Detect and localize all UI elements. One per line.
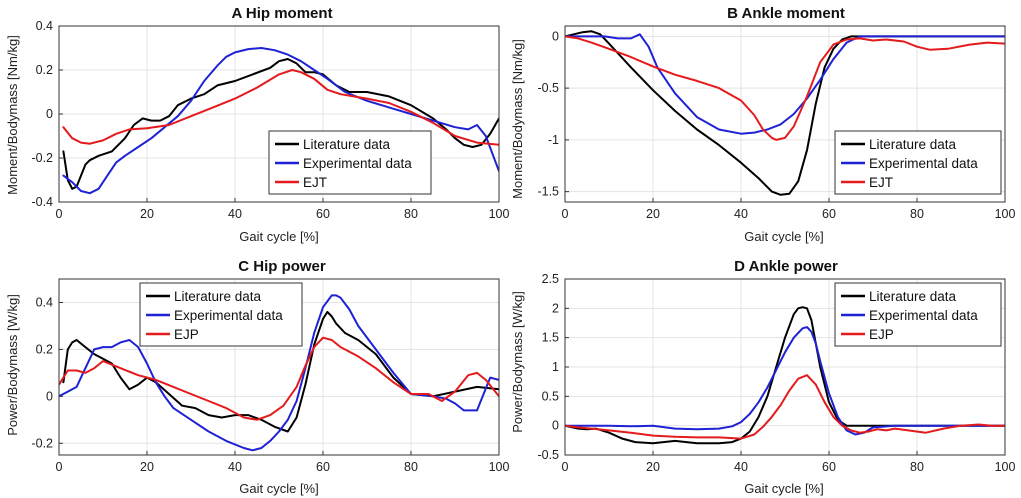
p3-xtick-label-0: 0	[562, 460, 569, 474]
p0-legend-label-0: Literature data	[303, 137, 391, 152]
panel-title-c-text: Hip power	[253, 258, 326, 275]
p2-legend-label-1: Experimental data	[174, 308, 283, 323]
p3-xtick-label-3: 60	[822, 460, 836, 474]
p2-ytick-label-0: -0.2	[31, 436, 53, 450]
p1-xtick-label-2: 40	[734, 207, 748, 221]
p3-ytick-label-5: 2	[552, 301, 559, 315]
p0-legend-label-1: Experimental data	[303, 156, 412, 171]
p1-series-experimental-data	[565, 33, 1005, 135]
p2-legend-label-0: Literature data	[174, 289, 262, 304]
p1-ytick-label-2: -0.5	[537, 81, 559, 95]
p2-ytick-label-3: 0.4	[36, 295, 53, 309]
p0-series-ejt	[62, 69, 499, 146]
panel-hip-power: C Hip power Power/Bodymass [W/kg] Gait c…	[5, 258, 509, 496]
p3-series-literature-data	[565, 306, 1005, 445]
p2-axes-frame	[58, 278, 500, 456]
p1-legend-label-1: Experimental data	[869, 156, 978, 171]
p0-xtick-label-5: 100	[489, 207, 510, 221]
p2-legend: Literature data Experimental data EJP	[139, 282, 303, 347]
p1-ytick-label-0: -1.5	[537, 185, 559, 199]
p3-xtick-label-5: 100	[995, 460, 1016, 474]
xlabel-a: Gait cycle [%]	[239, 229, 318, 244]
panel-ankle-power: D Ankle power Power/Bodymass [W/kg] Gait…	[510, 258, 1015, 496]
p0-xtick-label-1: 20	[140, 207, 154, 221]
p3-xtick-label-1: 20	[646, 460, 660, 474]
p0-xtick-label-4: 80	[404, 207, 418, 221]
p2-series-ejp	[59, 336, 499, 421]
panel-title-d-text: Ankle power	[749, 258, 838, 275]
panel-title-a: A Hip moment	[231, 5, 332, 22]
p1-xtick-label-0: 0	[562, 207, 569, 221]
p2-xtick-label-3: 60	[316, 460, 330, 474]
p3-legend-label-2: EJP	[869, 327, 894, 342]
p1-xtick-label-3: 60	[822, 207, 836, 221]
panel-title-a-text: Hip moment	[246, 5, 333, 22]
p1-xtick-label-5: 100	[995, 207, 1016, 221]
panel-ankle-moment: B Ankle moment Moment/Bodymass [Nm/kg] G…	[510, 5, 1015, 244]
p0-xtick-label-2: 40	[228, 207, 242, 221]
p1-axes-frame	[564, 25, 1006, 203]
p2-xtick-label-2: 40	[228, 460, 242, 474]
p3-ytick-label-0: -0.5	[537, 448, 559, 462]
p0-legend: Literature data Experimental data EJT	[268, 130, 432, 195]
panel-title-b-text: Ankle moment	[742, 5, 845, 22]
p2-xtick-label-0: 0	[56, 460, 63, 474]
p1-ytick-label-1: -1	[548, 133, 559, 147]
p2-legend-label-2: EJP	[174, 327, 199, 342]
p3-axes-frame	[564, 278, 1006, 456]
p0-ytick-label-4: 0.4	[36, 19, 53, 33]
p1-legend: Literature data Experimental data EJT	[834, 130, 1002, 195]
xlabel-d: Gait cycle [%]	[744, 481, 823, 496]
ylabel-b: Moment/Bodymass [Nm/kg]	[510, 39, 525, 199]
p0-xtick-label-3: 60	[316, 207, 330, 221]
xlabel-c: Gait cycle [%]	[239, 481, 318, 496]
ylabel-c: Power/Bodymass [W/kg]	[5, 294, 20, 436]
p3-legend: Literature data Experimental data EJP	[834, 282, 1002, 347]
p3-xtick-label-4: 80	[910, 460, 924, 474]
p3-xtick-label-2: 40	[734, 460, 748, 474]
p0-xtick-label-0: 0	[56, 207, 63, 221]
p2-series-literature-data	[62, 310, 499, 433]
p1-xtick-label-4: 80	[910, 207, 924, 221]
p0-ytick-label-3: 0.2	[36, 63, 53, 77]
ylabel-d: Power/Bodymass [W/kg]	[510, 291, 525, 433]
p1-series-ejt	[565, 35, 1005, 141]
p3-ytick-label-1: 0	[552, 419, 559, 433]
p3-legend-label-1: Experimental data	[869, 308, 978, 323]
p2-xtick-label-1: 20	[140, 460, 154, 474]
p3-ytick-label-4: 1.5	[542, 331, 559, 345]
panel-title-c: C Hip power	[238, 258, 326, 275]
panel-title-d: D Ankle power	[734, 258, 838, 275]
p1-xtick-label-1: 20	[646, 207, 660, 221]
p0-legend-label-2: EJT	[303, 175, 327, 190]
p1-ytick-label-3: 0	[552, 29, 559, 43]
p2-ytick-label-2: 0.2	[36, 342, 53, 356]
p3-legend-label-0: Literature data	[869, 289, 957, 304]
xlabel-b: Gait cycle [%]	[744, 229, 823, 244]
p2-xtick-label-4: 80	[404, 460, 418, 474]
p2-xtick-label-5: 100	[489, 460, 510, 474]
p1-legend-label-0: Literature data	[869, 137, 957, 152]
p0-ytick-label-1: -0.2	[31, 151, 53, 165]
p3-ytick-label-6: 2.5	[542, 272, 559, 286]
p2-ytick-label-1: 0	[46, 389, 53, 403]
p3-series-ejp	[565, 374, 1005, 440]
p0-ytick-label-0: -0.4	[31, 195, 53, 209]
p1-legend-label-2: EJT	[869, 175, 893, 190]
panel-hip-moment: A Hip moment Moment/Bodymass [Nm/kg] Gai…	[5, 5, 509, 244]
panel-title-b: B Ankle moment	[727, 5, 845, 22]
p3-ytick-label-3: 1	[552, 360, 559, 374]
p0-axes-frame	[58, 25, 500, 203]
p0-ytick-label-2: 0	[46, 107, 53, 121]
p3-ytick-label-2: 0.5	[542, 389, 559, 403]
ylabel-a: Moment/Bodymass [Nm/kg]	[5, 35, 20, 195]
